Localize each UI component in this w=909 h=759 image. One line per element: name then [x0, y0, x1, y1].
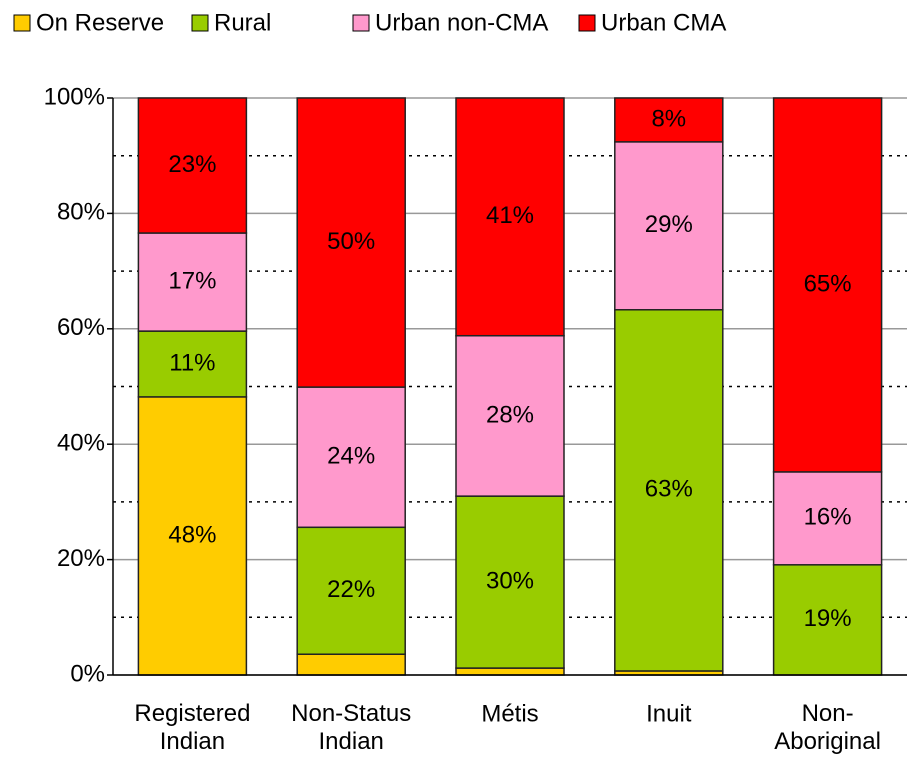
data-label: 65% [804, 270, 852, 297]
bar-segment [296, 653, 406, 676]
data-label: 24% [327, 443, 375, 470]
bar-segment [455, 97, 565, 337]
data-label: 19% [804, 605, 852, 632]
bar-segment [614, 309, 724, 672]
x-tick-label: Registered Indian [134, 700, 250, 755]
bar-segment [296, 97, 406, 388]
data-label: 23% [168, 151, 216, 178]
legend-label: Urban non-CMA [375, 9, 548, 36]
legend-swatch [352, 14, 370, 32]
bar-segment [614, 97, 724, 143]
y-tick-label: 20% [57, 545, 105, 572]
legend-swatch [191, 14, 209, 32]
data-label: 17% [168, 267, 216, 294]
bar-segment [772, 564, 883, 676]
x-tick-label: Non-Aboriginal [774, 700, 881, 755]
data-label: 8% [651, 105, 686, 132]
bar-segment [137, 396, 248, 676]
bar-segment [455, 495, 565, 669]
y-tick-label: 0% [70, 660, 105, 687]
data-label: 29% [645, 211, 693, 238]
data-label: 16% [804, 504, 852, 531]
bar-segment [296, 386, 406, 529]
legend-label: On Reserve [36, 9, 164, 36]
legend-swatch [578, 14, 596, 32]
bar-segment [455, 667, 565, 676]
x-tick-label: Non-Status Indian [291, 700, 411, 755]
y-tick-label: 40% [57, 430, 105, 457]
y-tick-label: 100% [44, 83, 105, 110]
data-label: 22% [327, 576, 375, 603]
data-label: 28% [486, 401, 534, 428]
data-label: 30% [486, 567, 534, 594]
data-label: 11% [169, 349, 215, 376]
bar-segment [137, 97, 248, 234]
y-tick-label: 80% [57, 199, 105, 226]
legend-swatch [13, 14, 31, 32]
data-label: 63% [645, 476, 693, 503]
y-tick-label: 60% [57, 314, 105, 341]
data-label: 48% [168, 521, 216, 548]
data-label: 50% [327, 228, 375, 255]
x-tick-label: Inuit [646, 700, 692, 727]
bar-segment [614, 141, 724, 311]
legend-label: Rural [214, 9, 271, 36]
bar-segment [772, 471, 883, 566]
bar-segment [772, 97, 883, 473]
x-tick-label: Métis [481, 700, 538, 727]
data-label: 41% [486, 202, 534, 229]
legend-label: Urban CMA [601, 9, 726, 36]
bar-segment [296, 526, 406, 655]
